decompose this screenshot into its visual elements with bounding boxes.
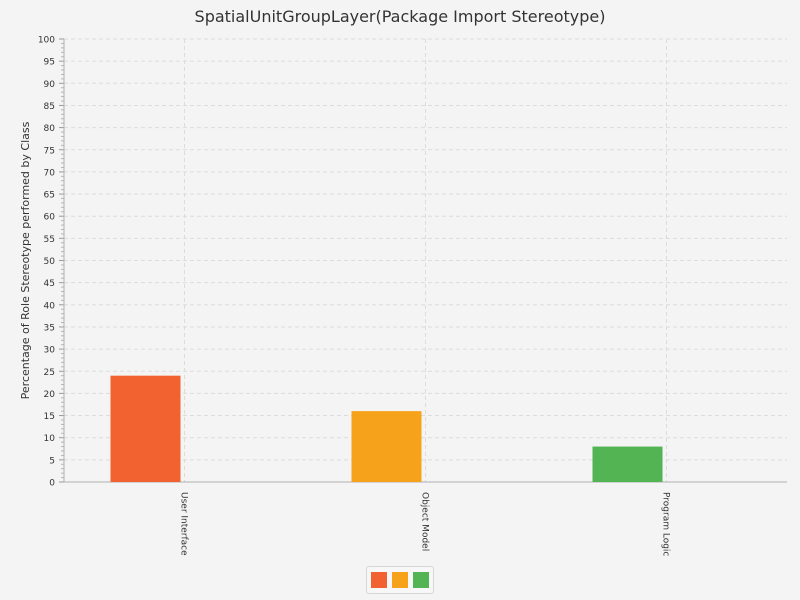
y-tick-label: 50 bbox=[44, 257, 56, 267]
grid-lines bbox=[64, 38, 787, 482]
y-tick-label: 35 bbox=[44, 323, 55, 333]
y-tick-label: 5 bbox=[49, 456, 55, 466]
y-tick-label: 60 bbox=[44, 213, 56, 223]
y-tick-label: 45 bbox=[44, 279, 55, 289]
y-tick-label: 0 bbox=[49, 479, 55, 489]
y-tick-label: 10 bbox=[44, 434, 56, 444]
y-tick-label: 85 bbox=[44, 102, 55, 112]
legend-swatch bbox=[371, 572, 387, 588]
y-tick-label: 55 bbox=[44, 235, 55, 245]
y-tick-label: 30 bbox=[44, 346, 56, 356]
y-tick-label: 25 bbox=[44, 368, 55, 378]
y-tick-label: 65 bbox=[44, 191, 55, 201]
bars bbox=[110, 375, 663, 482]
axis-labels: 0 5 10 15 20 25 30 35 40 45 50 55 60 65 70 75 80 85 90 95 10… bbox=[19, 36, 671, 557]
y-tick-label: 100 bbox=[38, 36, 55, 46]
bar-user-interface bbox=[110, 375, 181, 482]
y-tick-label: 80 bbox=[44, 124, 56, 134]
bar-program-logic bbox=[592, 446, 663, 482]
y-tick-label: 20 bbox=[44, 390, 56, 400]
x-tick-label: Program Logic bbox=[661, 492, 671, 556]
axes bbox=[59, 38, 787, 483]
y-tick-label: 40 bbox=[44, 301, 56, 311]
bar-object-model bbox=[351, 411, 422, 482]
y-axis-title: Percentage of Role Stereotype performed … bbox=[19, 121, 32, 399]
legend-swatch bbox=[392, 572, 408, 588]
y-tick-label: 15 bbox=[44, 412, 55, 422]
x-tick-label: User Interface bbox=[179, 492, 189, 556]
y-tick-label: 70 bbox=[44, 168, 56, 178]
y-tick-label: 75 bbox=[44, 146, 55, 156]
legend bbox=[366, 566, 434, 594]
y-tick-label: 95 bbox=[44, 58, 55, 68]
y-tick-label: 90 bbox=[44, 80, 56, 90]
chart-title: SpatialUnitGroupLayer(Package Import Ste… bbox=[194, 7, 606, 26]
legend-swatch bbox=[413, 572, 429, 588]
x-tick-label: Object Model bbox=[420, 492, 430, 551]
